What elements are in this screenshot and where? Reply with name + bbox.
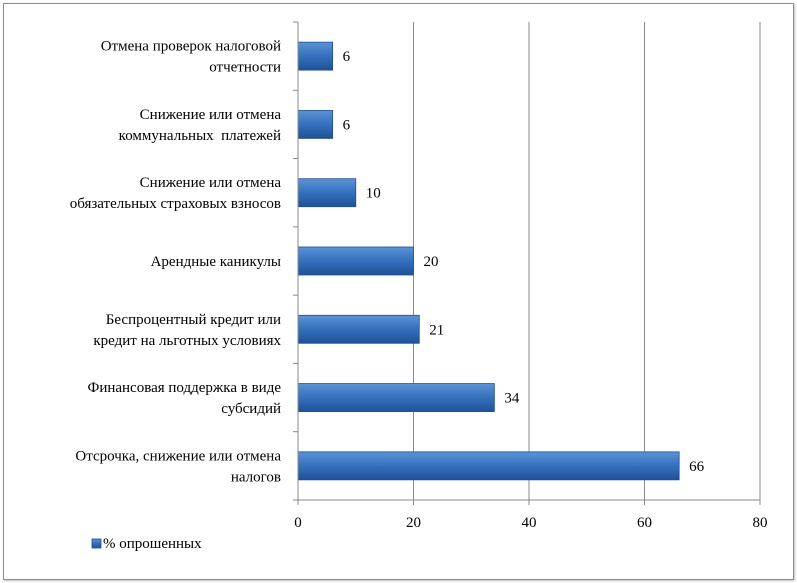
category-label-line: Снижение или отмена	[140, 175, 282, 191]
category-label-line: коммунальных платежей	[119, 128, 281, 144]
bar	[297, 451, 680, 481]
legend-swatch	[91, 538, 102, 549]
data-label: 6	[343, 117, 351, 133]
category-label-line: отчетности	[209, 60, 281, 76]
category-label-line: налогов	[231, 469, 281, 485]
bar	[297, 314, 420, 344]
category-label-line: Отмена проверок налоговой	[101, 39, 281, 55]
data-label: 34	[504, 391, 519, 407]
x-tick-label: 80	[753, 515, 768, 531]
category-label: Арендные каникулы	[151, 254, 281, 270]
category-label-line: Беспроцентный кредит или	[106, 312, 281, 328]
legend: % опрошенных	[91, 536, 202, 552]
bar	[297, 246, 414, 276]
bar	[297, 41, 334, 71]
category-label-line: кредит на льготных условиях	[93, 333, 281, 349]
bar	[297, 383, 495, 412]
category-label: Снижение или отмена обязательных страховы…	[70, 175, 282, 212]
legend-label: % опрошенных	[103, 536, 202, 552]
category-label-line: обязательных страховых взносов	[70, 196, 281, 212]
bar	[297, 178, 357, 208]
x-tick-label: 0	[294, 515, 302, 531]
bar	[297, 110, 334, 139]
data-label: 21	[429, 322, 444, 338]
category-label-line: Арендные каникулы	[151, 254, 281, 270]
x-tick-label: 40	[522, 515, 537, 531]
data-label: 20	[424, 254, 439, 270]
category-label: Беспроцентный кредит или кредит на льготн…	[93, 312, 281, 349]
category-label-line: Отсрочка, снижение или отмена	[75, 448, 281, 464]
category-label-line: Финансовая поддержка в виде	[87, 380, 281, 396]
x-tick-label: 60	[637, 515, 652, 531]
category-label: Отмена проверок налоговой отчетности	[101, 39, 281, 76]
category-label: Снижение или отмена коммунальных платежей	[119, 107, 282, 144]
data-label: 6	[343, 49, 351, 65]
category-label-line: субсидий	[221, 401, 281, 417]
data-label: 10	[366, 186, 381, 202]
category-label: Финансовая поддержка в виде субсидий	[87, 380, 281, 417]
category-label-line: Снижение или отмена	[140, 107, 282, 123]
category-label: Отсрочка, снижение или отмена налогов	[75, 448, 281, 485]
x-tick-label: 20	[406, 515, 421, 531]
chart-frame	[3, 3, 794, 580]
data-label: 66	[689, 459, 705, 475]
